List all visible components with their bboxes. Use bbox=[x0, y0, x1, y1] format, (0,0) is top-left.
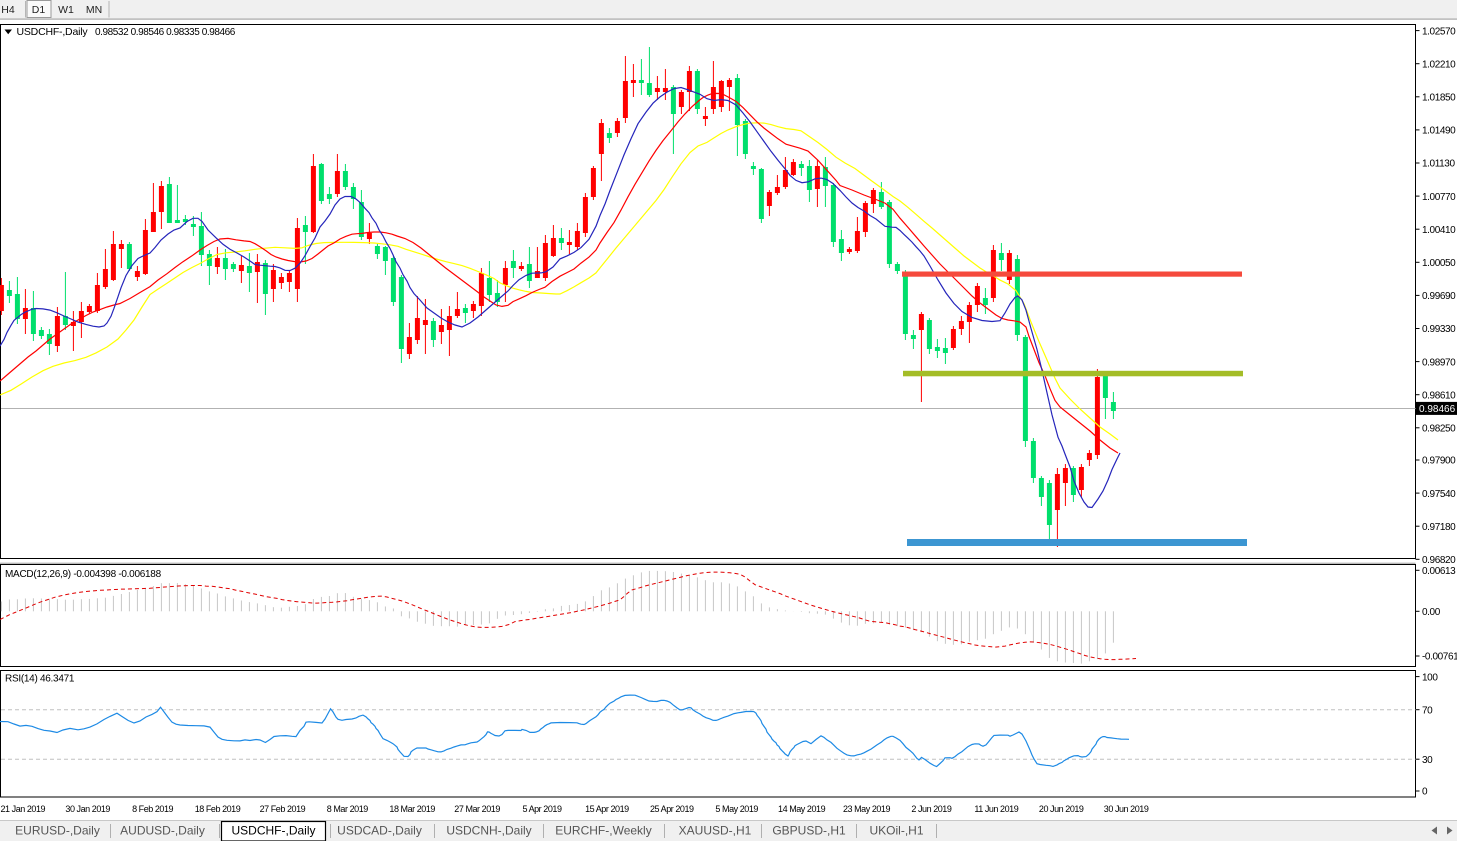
svg-text:USDCHF-,Daily: USDCHF-,Daily bbox=[232, 824, 316, 838]
svg-text:0.99690: 0.99690 bbox=[1422, 291, 1456, 302]
svg-text:70: 70 bbox=[1422, 705, 1433, 716]
svg-text:MN: MN bbox=[86, 4, 102, 16]
svg-text:0.97180: 0.97180 bbox=[1422, 522, 1456, 533]
svg-text:D1: D1 bbox=[32, 4, 46, 16]
svg-text:UKOil-,H1: UKOil-,H1 bbox=[869, 824, 923, 838]
svg-text:-0.007612: -0.007612 bbox=[1422, 652, 1457, 663]
svg-text:0.98250: 0.98250 bbox=[1422, 424, 1456, 435]
svg-text:1.01850: 1.01850 bbox=[1422, 93, 1456, 104]
svg-text:1.01130: 1.01130 bbox=[1422, 159, 1455, 170]
svg-text:XAUUSD-,H1: XAUUSD-,H1 bbox=[679, 824, 752, 838]
svg-text:30 Jan 2019: 30 Jan 2019 bbox=[65, 804, 110, 814]
svg-text:8 Mar 2019: 8 Mar 2019 bbox=[327, 804, 368, 814]
svg-text:0.00613: 0.00613 bbox=[1422, 566, 1456, 577]
svg-text:1.00050: 1.00050 bbox=[1422, 258, 1456, 269]
svg-text:0.97900: 0.97900 bbox=[1422, 456, 1456, 467]
svg-text:1.02570: 1.02570 bbox=[1422, 26, 1456, 37]
svg-text:0.96820: 0.96820 bbox=[1422, 555, 1456, 566]
svg-text:23 May 2019: 23 May 2019 bbox=[843, 804, 891, 814]
svg-text:AUDUSD-,Daily: AUDUSD-,Daily bbox=[120, 824, 205, 838]
svg-text:0: 0 bbox=[1422, 787, 1428, 798]
svg-text:30 Jun 2019: 30 Jun 2019 bbox=[1104, 804, 1149, 814]
svg-text:0.98970: 0.98970 bbox=[1422, 357, 1456, 368]
svg-text:14 May 2019: 14 May 2019 bbox=[778, 804, 826, 814]
svg-text:5 May 2019: 5 May 2019 bbox=[715, 804, 758, 814]
svg-text:0.98610: 0.98610 bbox=[1422, 390, 1456, 401]
svg-text:USDCNH-,Daily: USDCNH-,Daily bbox=[446, 824, 531, 838]
svg-text:1.00770: 1.00770 bbox=[1422, 192, 1456, 203]
svg-text:8 Feb 2019: 8 Feb 2019 bbox=[132, 804, 173, 814]
svg-text:27 Feb 2019: 27 Feb 2019 bbox=[260, 804, 306, 814]
svg-text:15 Apr 2019: 15 Apr 2019 bbox=[585, 804, 629, 814]
svg-text:2 Jun 2019: 2 Jun 2019 bbox=[911, 804, 951, 814]
svg-text:1.02210: 1.02210 bbox=[1422, 59, 1456, 70]
svg-text:0.97540: 0.97540 bbox=[1422, 489, 1456, 500]
svg-text:0.00: 0.00 bbox=[1422, 607, 1441, 618]
svg-text:USDCAD-,Daily: USDCAD-,Daily bbox=[337, 824, 422, 838]
svg-text:0.99330: 0.99330 bbox=[1422, 324, 1456, 335]
svg-text:30: 30 bbox=[1422, 755, 1433, 766]
svg-text:18 Mar 2019: 18 Mar 2019 bbox=[389, 804, 435, 814]
svg-text:11 Jun 2019: 11 Jun 2019 bbox=[974, 804, 1018, 814]
svg-text:W1: W1 bbox=[58, 4, 74, 16]
svg-text:MACD(12,26,9) -0.004398 -0.006: MACD(12,26,9) -0.004398 -0.006188 bbox=[5, 569, 162, 580]
svg-text:EURUSD-,Daily: EURUSD-,Daily bbox=[15, 824, 100, 838]
svg-text:1.00410: 1.00410 bbox=[1422, 225, 1456, 236]
svg-text:1.01490: 1.01490 bbox=[1422, 126, 1456, 137]
svg-text:H4: H4 bbox=[1, 4, 15, 16]
svg-text:GBPUSD-,H1: GBPUSD-,H1 bbox=[772, 824, 846, 838]
svg-text:100: 100 bbox=[1422, 672, 1438, 683]
svg-text:5 Apr 2019: 5 Apr 2019 bbox=[522, 804, 561, 814]
svg-text:0.98532 0.98546 0.98335 0.9846: 0.98532 0.98546 0.98335 0.98466 bbox=[95, 27, 236, 38]
svg-text:USDCHF-,Daily: USDCHF-,Daily bbox=[17, 26, 89, 38]
svg-text:RSI(14) 46.3471: RSI(14) 46.3471 bbox=[5, 674, 75, 685]
svg-text:18 Feb 2019: 18 Feb 2019 bbox=[195, 804, 241, 814]
svg-text:0.98466: 0.98466 bbox=[1419, 404, 1456, 415]
svg-text:EURCHF-,Weekly: EURCHF-,Weekly bbox=[555, 824, 651, 838]
svg-text:21 Jan 2019: 21 Jan 2019 bbox=[1, 804, 46, 814]
svg-text:27 Mar 2019: 27 Mar 2019 bbox=[454, 804, 500, 814]
svg-text:20 Jun 2019: 20 Jun 2019 bbox=[1039, 804, 1084, 814]
svg-text:25 Apr 2019: 25 Apr 2019 bbox=[650, 804, 694, 814]
